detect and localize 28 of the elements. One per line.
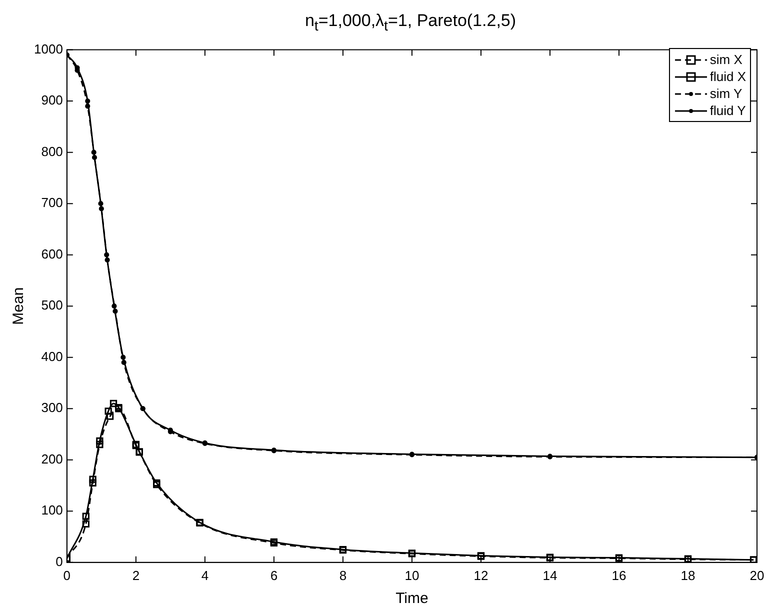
x-axis-title: Time xyxy=(396,590,428,608)
legend-label: fluid X xyxy=(710,69,746,84)
y-tick-label: 800 xyxy=(41,144,63,159)
y-tick-label: 200 xyxy=(41,451,63,466)
y-tick-label: 100 xyxy=(41,502,63,518)
legend-label: sim X xyxy=(710,52,742,67)
x-tick-label: 16 xyxy=(612,568,626,583)
x-tick-label: 2 xyxy=(132,568,140,583)
y-tick-label: 400 xyxy=(41,348,63,364)
y-tick-label: 300 xyxy=(41,400,63,416)
y-tick-label: 700 xyxy=(41,195,63,210)
x-tick-label: 20 xyxy=(750,568,764,583)
legend-label: sim Y xyxy=(710,86,742,101)
chart-title: n$_{t}$=1,000,λ$_{t}$=1, Pareto(1.2,5) xyxy=(304,10,518,36)
y-tick-label: 0 xyxy=(56,554,63,569)
legend-label: fluid Y xyxy=(710,103,746,118)
x-tick-label: 6 xyxy=(270,568,278,583)
y-tick-label: 500 xyxy=(41,298,63,313)
x-tick-label: 10 xyxy=(404,568,420,583)
y-tick-label: 1000 xyxy=(34,41,63,56)
y-axis-title: Mean xyxy=(10,287,28,325)
x-tick-label: 14 xyxy=(542,568,558,583)
x-tick-label: 4 xyxy=(201,568,209,583)
x-tick-label: 18 xyxy=(680,568,696,583)
y-tick-label: 900 xyxy=(41,92,63,108)
y-tick-label: 600 xyxy=(41,246,63,262)
x-tick-label: 8 xyxy=(339,568,347,583)
x-tick-label: 12 xyxy=(474,568,488,583)
